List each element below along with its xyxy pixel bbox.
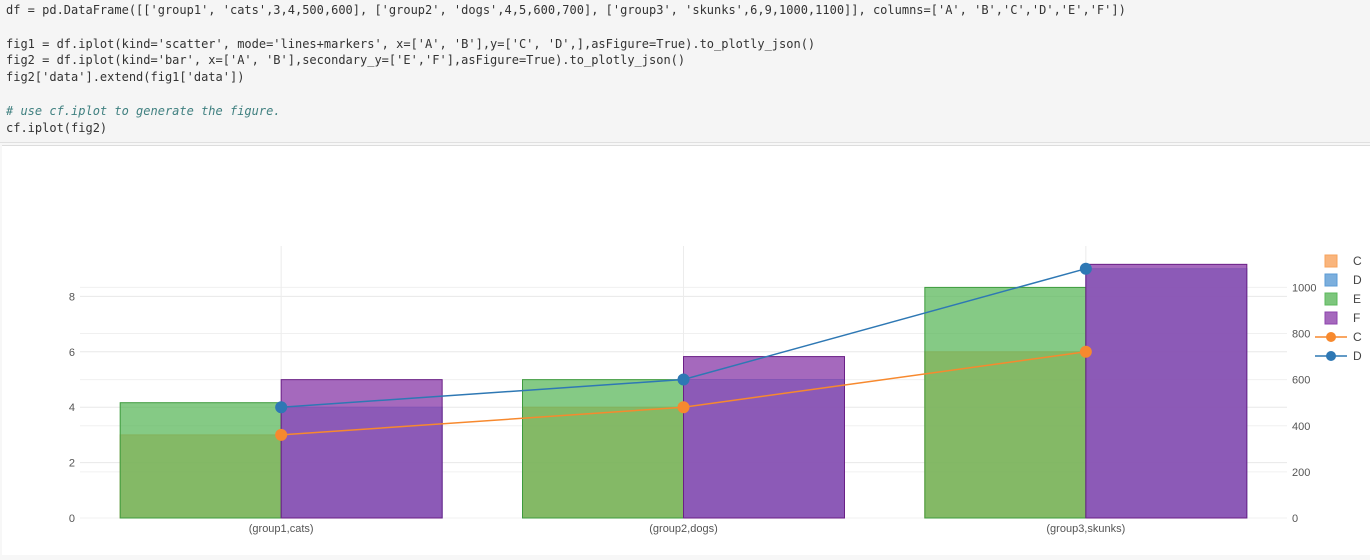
y-tick-label: 0 [69,513,75,525]
y-tick-label: 6 [69,347,75,359]
bar-f [683,356,845,519]
code-line: cf.iplot(fig2) [6,121,108,135]
legend-label: E [1353,292,1361,306]
x-tick-label: (group2,dogs) [649,523,718,535]
y2-tick-label: 200 [1292,467,1310,479]
marker-c [275,428,288,441]
marker-d [275,401,288,414]
x-tick-label: (group3,skunks) [1046,523,1125,535]
y2-tick-label: 1000 [1292,282,1316,294]
y2-tick-label: 600 [1292,375,1310,387]
code-cell[interactable]: df = pd.DataFrame([['group1', 'cats',3,4… [0,0,1370,143]
legend-swatch [1324,292,1338,306]
legend-label: D [1353,273,1362,287]
legend-swatch [1324,254,1338,268]
bar-f [1085,263,1248,519]
bar-e [119,402,282,519]
legend-marker [1326,332,1336,342]
legend-label: D [1353,349,1362,363]
y2-tick-label: 800 [1292,329,1310,341]
code-line: fig2 = df.iplot(kind='bar', x=['A', 'B']… [6,53,686,67]
bar-e [924,286,1087,519]
y-tick-label: 8 [69,291,75,303]
legend-swatch [1324,311,1338,325]
bar-e [522,379,684,519]
bar-f [280,379,443,519]
y2-tick-label: 400 [1292,421,1310,433]
output-area: 0 2 4 6 8 0 200 400 600 800 1000 (group1,cats) (grou… [2,145,1370,555]
marker-c [677,401,690,414]
y-tick-label: 2 [69,458,75,470]
code-comment: # use cf.iplot to generate the figure. [6,104,281,118]
chart[interactable]: 0 2 4 6 8 0 200 400 600 800 1000 (group1,cats) (grou… [2,146,1370,555]
y-tick-label: 4 [69,402,75,414]
legend-label: C [1353,254,1362,268]
code-line: df = pd.DataFrame([['group1', 'cats',3,4… [6,3,1126,17]
legend-label: F [1353,311,1360,325]
y2-tick-label: 0 [1292,513,1298,525]
code-line: fig1 = df.iplot(kind='scatter', mode='li… [6,37,816,51]
legend-marker [1326,351,1336,361]
x-tick-label: (group1,cats) [249,523,314,535]
legend-label: C [1353,330,1362,344]
marker-c [1079,345,1092,358]
legend-swatch [1324,273,1338,287]
marker-d [1079,262,1092,275]
code-line: fig2['data'].extend(fig1['data']) [6,70,245,84]
marker-d [677,373,690,386]
